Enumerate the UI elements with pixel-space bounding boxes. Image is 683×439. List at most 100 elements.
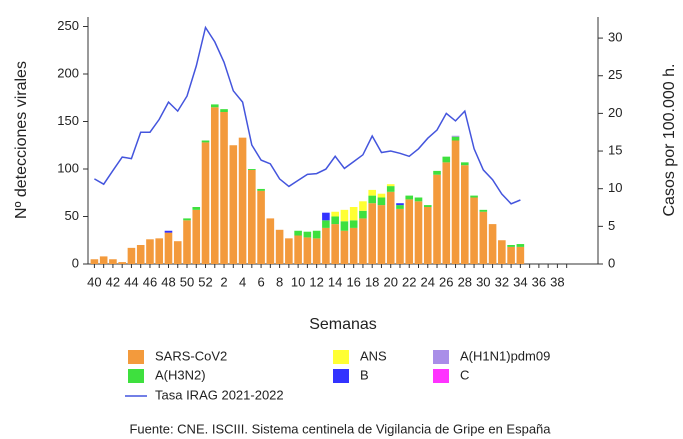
bar-segment — [368, 195, 376, 204]
bar-segment — [155, 238, 164, 264]
bar-segment — [396, 203, 404, 206]
x-tick-label: 14 — [328, 274, 342, 289]
y2-tick-label: 0 — [608, 255, 615, 270]
bar-segment — [349, 220, 358, 228]
bar-segment — [405, 199, 414, 264]
legend-label: B — [360, 367, 369, 382]
line-series — [94, 25, 521, 205]
bar-segment — [386, 186, 395, 192]
bar-segment — [396, 208, 404, 264]
bar-segment — [359, 210, 367, 219]
bar-segment — [488, 224, 497, 264]
x-tick-label: 26 — [439, 274, 453, 289]
legend-label: A(H3N2) — [155, 367, 206, 382]
bar-segment — [210, 104, 219, 108]
legend-swatch — [333, 369, 349, 383]
x-tick-label: 8 — [276, 274, 283, 289]
bar-segment — [423, 205, 432, 207]
bar-segment — [479, 209, 488, 212]
bar-segment — [386, 184, 395, 187]
x-axis-title: Semanas — [309, 316, 377, 333]
bar-segment — [183, 218, 191, 221]
x-tick-label: 18 — [365, 274, 379, 289]
bar-segment — [266, 218, 275, 264]
bar-segment — [257, 188, 265, 191]
x-tick-label: 16 — [346, 274, 360, 289]
bar-segment — [470, 195, 478, 198]
bar-segment — [109, 259, 117, 264]
x-tick-label: 24 — [421, 274, 435, 289]
bar-segment — [433, 170, 441, 175]
x-tick-label: 2 — [220, 274, 227, 289]
source-note: Fuente: CNE. ISCIII. Sistema centinela d… — [129, 421, 551, 436]
bar-segment — [90, 259, 99, 264]
bar-segment — [303, 231, 312, 238]
bar-segment — [220, 112, 228, 264]
bar-segment — [303, 237, 312, 264]
y2-tick-label: 15 — [608, 142, 622, 157]
bar-segment — [248, 169, 256, 264]
bar-segment — [451, 140, 460, 264]
bar-segment — [210, 107, 219, 264]
bar-segment — [349, 227, 358, 264]
bar-segment — [192, 209, 201, 264]
bar-segment — [294, 235, 302, 264]
bar-segment — [146, 239, 154, 264]
x-tick-label: 50 — [180, 274, 194, 289]
legend-swatch — [333, 350, 349, 364]
legend-swatch — [433, 350, 449, 364]
bar-segment — [349, 207, 358, 221]
bar-segment — [479, 211, 488, 264]
bar-segment — [322, 227, 330, 264]
legend-label: ANS — [360, 348, 387, 363]
bar-segment — [183, 220, 191, 264]
bar-segment — [340, 221, 349, 231]
bar-segment — [396, 205, 404, 209]
x-tick-label: 42 — [106, 274, 120, 289]
bar-segment — [201, 140, 210, 143]
bar-segment — [451, 136, 460, 141]
x-tick-label: 12 — [309, 274, 323, 289]
bar-segment — [192, 207, 201, 210]
bar-segment — [127, 247, 136, 264]
bar-segment — [238, 137, 247, 264]
x-tick-label: 52 — [198, 274, 212, 289]
x-tick-label: 44 — [124, 274, 138, 289]
bar-segment — [442, 162, 451, 264]
y-tick-label: 200 — [57, 65, 79, 80]
x-tick-label: 4 — [239, 274, 246, 289]
bar-segment — [294, 230, 302, 236]
legend-swatch — [128, 369, 144, 383]
bar-segment — [248, 169, 256, 170]
bar-segment — [442, 156, 451, 163]
bar-segment — [220, 109, 228, 112]
x-tick-label: 38 — [550, 274, 564, 289]
bar-segment — [433, 174, 441, 264]
bar-segment — [359, 218, 367, 264]
x-tick-label: 46 — [143, 274, 157, 289]
bar-segment — [405, 195, 414, 200]
y-tick-label: 0 — [72, 255, 79, 270]
legend-swatch — [433, 369, 449, 383]
x-tick-label: 6 — [257, 274, 264, 289]
y2-tick-label: 5 — [608, 218, 615, 233]
bar-segment — [164, 232, 173, 264]
x-tick-label: 28 — [458, 274, 472, 289]
x-tick-label: 30 — [476, 274, 490, 289]
bar-segment — [118, 262, 126, 264]
bar-segment — [99, 256, 108, 264]
bar-segment — [257, 190, 265, 264]
bar-segment — [470, 197, 478, 264]
bar-segment — [359, 201, 367, 211]
y-tick-label: 250 — [57, 18, 79, 33]
bar-segment — [377, 193, 386, 198]
y2-tick-label: 10 — [608, 180, 622, 195]
y-tick-label: 50 — [65, 208, 79, 223]
x-tick-label: 34 — [513, 274, 527, 289]
y2-tick-label: 30 — [608, 30, 622, 45]
bar-segment — [340, 230, 349, 264]
bar-segment — [516, 246, 525, 264]
bar-segment — [229, 145, 238, 264]
bar-segment — [136, 245, 145, 264]
bar-segment — [498, 240, 506, 264]
